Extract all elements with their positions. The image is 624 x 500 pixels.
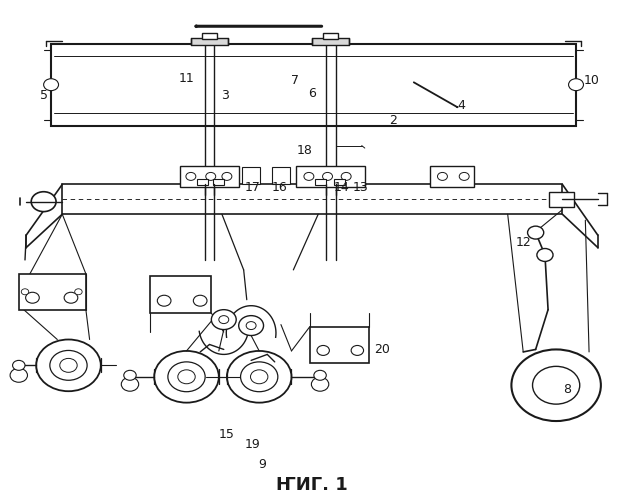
Circle shape: [206, 172, 216, 180]
Text: 2: 2: [389, 114, 397, 127]
Bar: [191, 38, 228, 45]
Bar: [150, 276, 212, 313]
Bar: [271, 168, 290, 184]
Circle shape: [121, 378, 139, 391]
Bar: [310, 327, 369, 363]
Circle shape: [314, 370, 326, 380]
Circle shape: [10, 368, 27, 382]
Bar: [242, 168, 260, 184]
Circle shape: [304, 172, 314, 180]
Text: 18: 18: [296, 144, 313, 157]
Text: 9: 9: [258, 458, 266, 471]
Circle shape: [154, 351, 219, 403]
Circle shape: [26, 292, 39, 303]
Circle shape: [178, 370, 195, 384]
Circle shape: [512, 350, 601, 421]
Circle shape: [21, 289, 29, 294]
Circle shape: [317, 346, 329, 356]
Circle shape: [246, 322, 256, 330]
Bar: [19, 274, 86, 310]
Circle shape: [219, 316, 229, 324]
Text: 8: 8: [563, 382, 571, 396]
Circle shape: [323, 172, 333, 180]
Bar: [549, 192, 574, 206]
Bar: [62, 184, 562, 214]
Circle shape: [227, 351, 291, 403]
Circle shape: [239, 316, 263, 336]
Circle shape: [527, 226, 544, 239]
Text: 19: 19: [245, 438, 261, 452]
Bar: [296, 166, 365, 187]
Circle shape: [44, 78, 59, 90]
Circle shape: [437, 172, 447, 180]
Bar: [197, 180, 208, 186]
Circle shape: [311, 378, 329, 391]
Circle shape: [60, 358, 77, 372]
Circle shape: [250, 370, 268, 384]
Text: 12: 12: [515, 236, 531, 249]
Text: 17: 17: [245, 182, 261, 194]
Circle shape: [157, 295, 171, 306]
Bar: [334, 180, 345, 186]
Text: 16: 16: [272, 182, 288, 194]
Text: 20: 20: [374, 343, 389, 356]
Text: 10: 10: [583, 74, 600, 88]
Circle shape: [222, 172, 232, 180]
Bar: [323, 32, 338, 38]
Circle shape: [537, 248, 553, 262]
Bar: [51, 44, 576, 126]
Bar: [312, 38, 349, 45]
Text: 13: 13: [353, 182, 368, 194]
Circle shape: [186, 172, 196, 180]
Text: 4: 4: [457, 100, 465, 112]
Circle shape: [50, 350, 87, 380]
Bar: [202, 32, 217, 38]
Bar: [430, 166, 474, 187]
Circle shape: [212, 310, 236, 330]
Circle shape: [31, 192, 56, 212]
Circle shape: [341, 172, 351, 180]
Text: 15: 15: [218, 428, 234, 442]
Circle shape: [12, 360, 25, 370]
Text: 3: 3: [221, 90, 229, 102]
Text: 14: 14: [334, 182, 349, 194]
Circle shape: [241, 362, 278, 392]
Text: 6: 6: [308, 87, 316, 100]
Text: ҤИГ. 1: ҤИГ. 1: [276, 476, 348, 494]
Circle shape: [124, 370, 136, 380]
Circle shape: [168, 362, 205, 392]
Circle shape: [568, 78, 583, 90]
Circle shape: [75, 289, 82, 294]
Circle shape: [36, 340, 101, 391]
Circle shape: [193, 295, 207, 306]
Circle shape: [64, 292, 78, 303]
Circle shape: [351, 346, 364, 356]
Text: 5: 5: [40, 90, 47, 102]
Bar: [180, 166, 240, 187]
Text: 7: 7: [291, 74, 299, 88]
Text: 11: 11: [178, 72, 195, 85]
Circle shape: [459, 172, 469, 180]
Bar: [315, 180, 326, 186]
Circle shape: [532, 366, 580, 404]
Bar: [213, 180, 224, 186]
